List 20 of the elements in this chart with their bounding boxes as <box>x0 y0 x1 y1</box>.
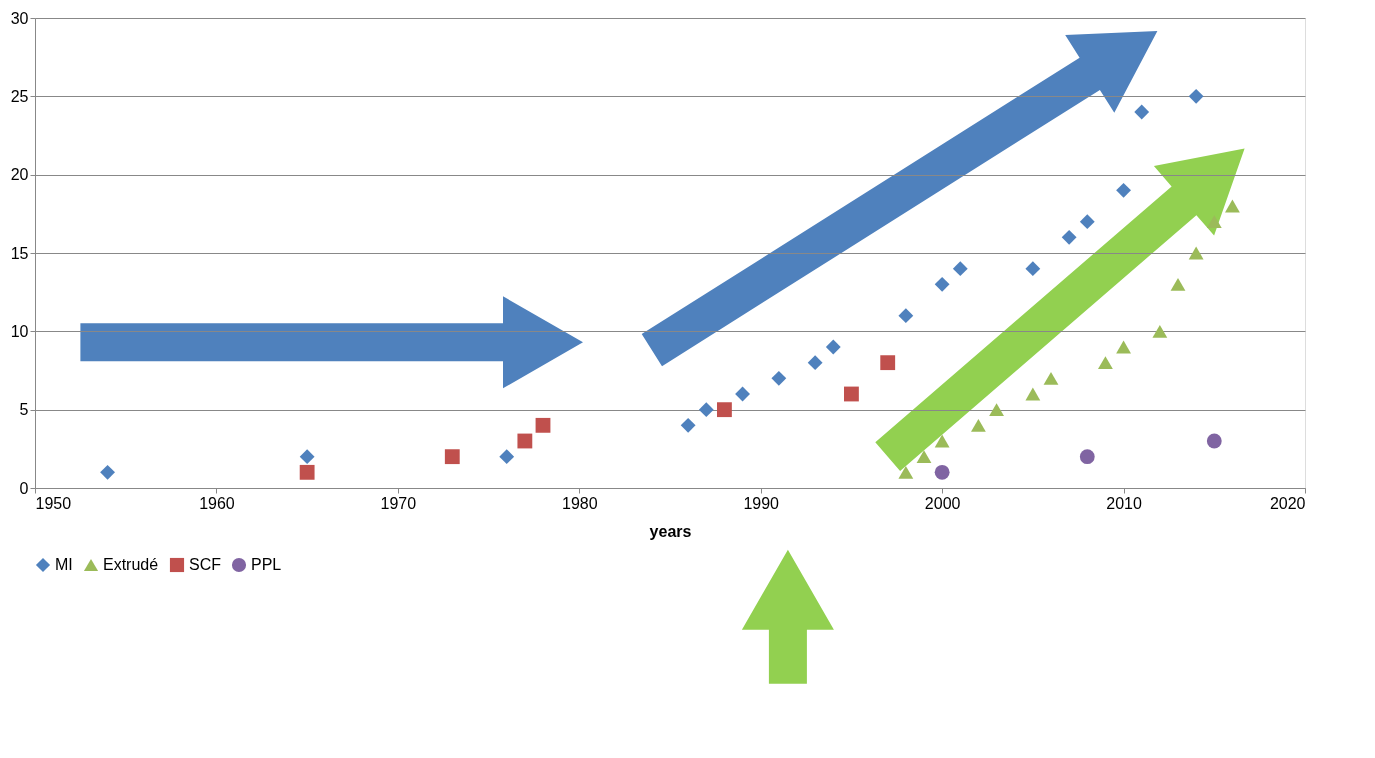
legend-label: PPL <box>251 556 282 573</box>
x-tick-label: 2000 <box>924 494 961 512</box>
x-tick-label: 1980 <box>561 494 598 512</box>
y-tick-label: 20 <box>10 166 29 184</box>
y-tick-label: 30 <box>10 9 29 27</box>
y-tick-label: 10 <box>10 322 29 340</box>
legend-label: Extrudé <box>103 556 159 573</box>
x-tick-label: 1960 <box>199 494 235 512</box>
x-axis-title: years <box>649 522 692 540</box>
x-tick-label: 1970 <box>380 494 417 512</box>
x-tick-label: 1950 <box>35 494 72 512</box>
y-tick-label: 15 <box>10 244 29 262</box>
legend-label: MI <box>55 556 73 573</box>
x-tick-label: 2010 <box>1106 494 1142 512</box>
x-tick-label: 1990 <box>743 494 780 512</box>
x-tick-label: 2020 <box>1269 494 1306 512</box>
y-tick-label: 25 <box>10 87 29 105</box>
y-tick-label: 0 <box>19 479 29 497</box>
legend-label: SCF <box>189 556 222 573</box>
y-tick-label: 5 <box>19 401 29 419</box>
